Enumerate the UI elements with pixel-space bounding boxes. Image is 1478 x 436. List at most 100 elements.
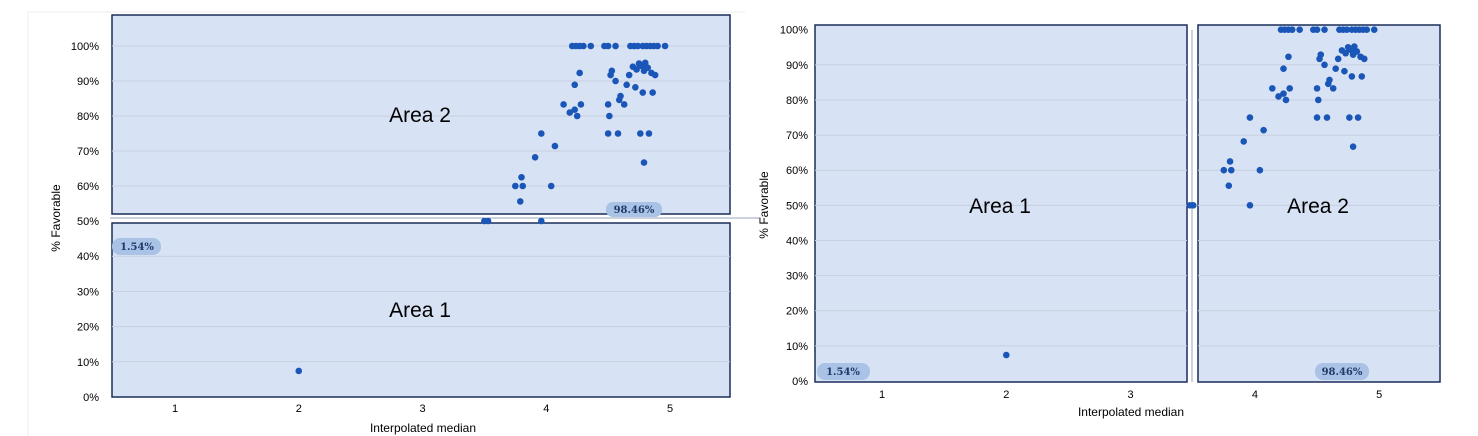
data-point: [1348, 73, 1356, 80]
data-point: [1280, 90, 1287, 97]
x-tick-label: 5: [1376, 389, 1382, 401]
y-tick-label: 90%: [77, 76, 99, 88]
x-tick-label: 1: [172, 403, 178, 415]
y-tick-label: 30%: [786, 271, 808, 283]
data-point: [1190, 202, 1197, 209]
pill-left-right: [817, 363, 870, 380]
chart-left: 100% 90% 80% 70% 60% 50% 40% 30% 20% 10% 0% 1 2 3 4 5 A…: [49, 14, 760, 435]
y-tick-label: 80%: [77, 111, 99, 123]
data-point: [606, 112, 613, 120]
data-point: [1269, 85, 1276, 92]
y-tick-label: 0%: [83, 392, 99, 404]
y-tick-label: 100%: [71, 41, 99, 53]
data-point: [538, 130, 545, 137]
data-point: [1334, 55, 1342, 63]
x-tick-label: 3: [1128, 389, 1134, 401]
data-point: [295, 367, 303, 375]
data-point: [1317, 51, 1325, 58]
y-tick-label: 40%: [77, 251, 99, 263]
chart-right: 100% 90% 80% 70% 60% 50% 40% 30% 20% 10% 0% 1 2 3 4 5 A…: [757, 24, 1441, 419]
area-1-label: Area 1: [389, 299, 451, 322]
data-point: [560, 101, 567, 108]
data-point: [1343, 26, 1351, 33]
x-tick-label: 5: [667, 403, 673, 415]
data-point: [661, 42, 669, 50]
data-point: [1256, 166, 1264, 174]
pill-lower: [112, 238, 161, 255]
y-tick-label: 30%: [77, 286, 99, 298]
data-point: [1370, 26, 1378, 33]
data-point: [1280, 65, 1287, 72]
data-point: [645, 130, 653, 137]
y-tick-label: 80%: [786, 95, 808, 107]
pill-left-label-right: 1.54%: [826, 367, 860, 378]
pill-upper-label: 98.46%: [614, 205, 655, 216]
data-point: [512, 182, 519, 190]
y-tick-label: 100%: [780, 25, 808, 37]
data-point: [577, 101, 585, 108]
y-tick-label: 20%: [786, 306, 808, 318]
x-tick-label: 2: [296, 403, 302, 415]
data-point: [1358, 73, 1366, 80]
data-point: [1288, 26, 1296, 33]
data-point: [612, 77, 619, 85]
data-point: [625, 71, 633, 79]
data-point: [612, 42, 619, 50]
data-point: [649, 89, 656, 96]
x-tick-label: 4: [543, 403, 549, 415]
data-point: [576, 69, 583, 77]
data-point: [1220, 166, 1228, 174]
data-point: [641, 59, 649, 67]
y-tick-label: 50%: [77, 216, 99, 228]
data-point: [1275, 93, 1282, 100]
data-point: [518, 173, 525, 181]
x-tick-label: 4: [1252, 389, 1258, 401]
data-point: [632, 84, 639, 91]
y-tick-label: 10%: [77, 357, 99, 369]
data-point: [1240, 138, 1248, 145]
data-point: [531, 154, 539, 161]
data-point: [634, 42, 642, 50]
left-panel-background: [814, 24, 1188, 383]
lower-panel-background: [111, 222, 731, 398]
y-tick-label: 40%: [786, 235, 808, 247]
data-point: [1329, 85, 1337, 92]
data-point: [1321, 61, 1328, 69]
y-tick-label: 90%: [786, 60, 808, 72]
data-point: [566, 109, 574, 116]
data-point: [1313, 85, 1321, 92]
data-point: [1341, 67, 1348, 75]
y-axis-label: % Favorable: [49, 184, 63, 252]
x-axis-label-right: Interpolated median: [1078, 405, 1184, 419]
data-point: [1323, 114, 1331, 121]
data-point: [580, 42, 587, 50]
pill-upper: [606, 202, 662, 217]
data-point: [1314, 96, 1322, 104]
right-panel-background: [1197, 24, 1441, 383]
y-tick-label: 0%: [792, 376, 808, 388]
data-point: [1326, 76, 1333, 84]
data-point: [1363, 26, 1371, 33]
data-point: [639, 89, 647, 96]
data-point: [1246, 202, 1254, 209]
x-tick-label: 2: [1003, 389, 1009, 401]
data-point: [1332, 65, 1339, 72]
data-point: [1346, 114, 1353, 121]
y-axis-label-right: % Favorable: [757, 171, 771, 239]
data-point: [604, 130, 612, 137]
data-point: [1260, 126, 1267, 134]
data-point: [571, 106, 579, 113]
data-point: [1351, 43, 1358, 50]
data-point: [484, 217, 492, 225]
data-point: [608, 67, 616, 75]
data-point: [651, 71, 659, 79]
data-point: [604, 101, 612, 108]
data-point: [1321, 26, 1328, 33]
x-axis-label: Interpolated median: [370, 421, 476, 435]
data-point: [614, 130, 622, 137]
pill-right-right: [1315, 363, 1369, 380]
area-2-label: Area 2: [389, 104, 451, 127]
data-point: [573, 112, 581, 120]
y-tick-label: 60%: [786, 165, 808, 177]
